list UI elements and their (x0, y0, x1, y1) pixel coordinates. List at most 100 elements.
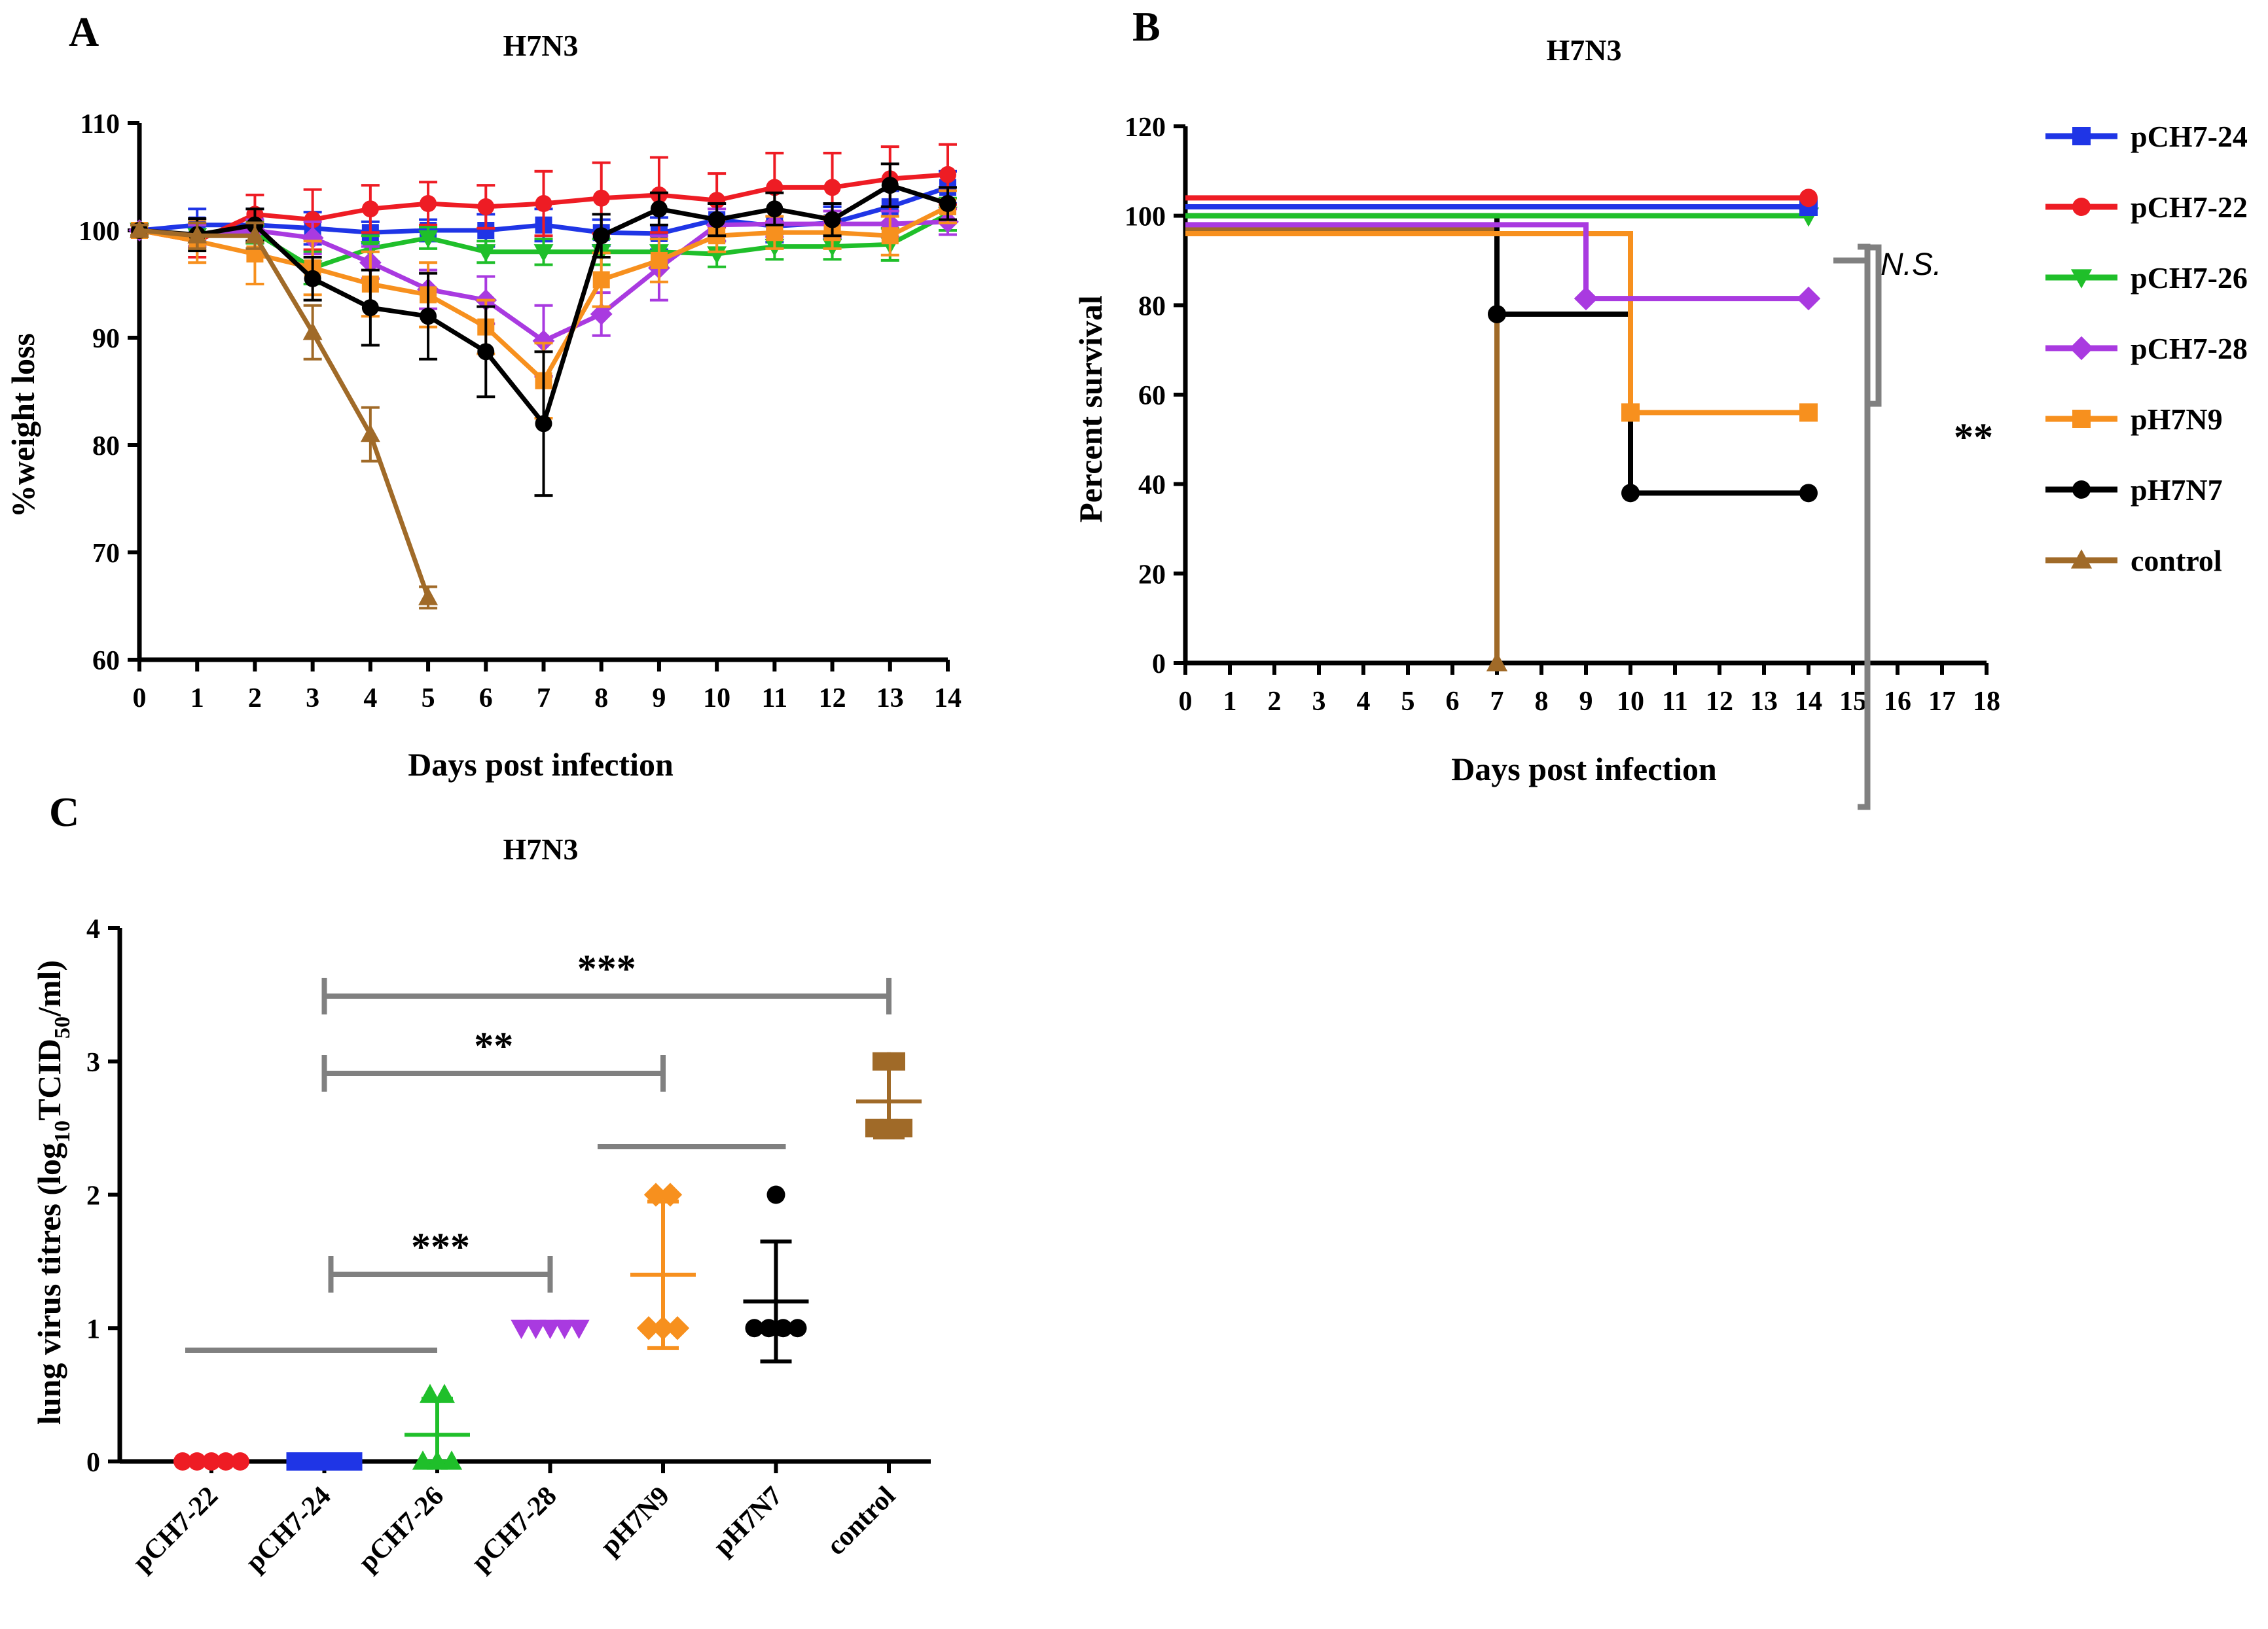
panel-a: A H7N3 Days post infection %weight loss … (5, 9, 962, 783)
panel-b-significance: N.S. ** (1833, 243, 1993, 810)
series-control (130, 220, 439, 610)
sig-label-b: ** (1954, 416, 1993, 459)
series-line-control (139, 228, 431, 599)
panel-b-xlabel: Days post infection (1451, 751, 1717, 787)
point-pCH7-28 (1796, 286, 1821, 311)
point-control (130, 220, 149, 238)
x-tick-label: 7 (537, 683, 550, 713)
x-tick-label: 6 (479, 683, 493, 713)
legend-marker (2072, 127, 2091, 145)
point-pCH7-22 (202, 1452, 221, 1471)
panel-b-plot (1185, 188, 1821, 671)
point-pH7N7 (477, 343, 495, 361)
panel-c-ylabel: lung virus titres (log10TCID50/ml) (31, 960, 75, 1425)
point-pCH7-28 (568, 1319, 590, 1340)
point-pH7N7 (766, 200, 783, 218)
bracket-label: ** (474, 1024, 513, 1067)
point-pCH7-28 (301, 226, 324, 249)
point-control (1486, 652, 1508, 671)
point-pH7N7 (881, 177, 899, 194)
panel-c-axes: 0 1 2 3 4 pCH7-22 pCH7-24 pCH7-26 pCH7-28 pH7N9 pH… (86, 914, 931, 1578)
point-pH7N9 (592, 271, 610, 289)
x-tick-label: 8 (594, 683, 608, 713)
series-pH7N7 (130, 162, 957, 497)
point-pH7N9 (650, 251, 668, 269)
legend-label: pCH7-28 (2131, 332, 2248, 365)
y-tick-label: 80 (92, 431, 120, 461)
survival-control (1185, 226, 1508, 671)
point-pH7N9 (643, 1183, 668, 1207)
legend-label: control (2131, 544, 2222, 577)
point-pCH7-26 (476, 244, 496, 262)
y-tick-label: 0 (1152, 649, 1166, 679)
point-pCH7-22 (420, 195, 437, 212)
x-tick-label: 12 (819, 683, 846, 713)
point-control (187, 225, 207, 243)
point-control (245, 225, 265, 243)
x-tick-label: 9 (1579, 687, 1593, 717)
group-control (856, 1052, 922, 1139)
legend-label: pH7N7 (2131, 473, 2223, 507)
y-tick-label: 80 (1138, 291, 1166, 321)
legend: pCH7-24 pCH7-22 pCH7-26 pCH7-28 pH7N9 pH7N7 co… (2045, 120, 2248, 577)
bracket-pCH7-24-pCH7-28: *** (328, 1225, 553, 1293)
ns-label: N.S. (1881, 247, 1941, 282)
bracket-spacer (1839, 263, 1852, 404)
y-tick-label: 1 (86, 1314, 100, 1344)
x-tick-label: 17 (1928, 687, 1956, 717)
y-tick-label: 100 (1125, 202, 1166, 232)
point-pH7N7 (650, 200, 668, 218)
bracket-line (321, 1055, 666, 1092)
bracket-label: *** (411, 1225, 470, 1268)
legend-marker (2072, 198, 2091, 216)
panel-a-title: H7N3 (503, 29, 579, 62)
point-pCH7-22 (217, 1452, 235, 1471)
x-tick-label: 5 (422, 683, 435, 713)
x-tick-label: 8 (1535, 687, 1549, 717)
x-tick-label: 11 (1662, 687, 1688, 717)
x-tick-label: 16 (1884, 687, 1911, 717)
x-tick-label: 14 (934, 683, 962, 713)
point-pH7N9 (881, 227, 899, 245)
y-tick-label: 120 (1125, 113, 1166, 143)
legend-label: pCH7-22 (2131, 190, 2248, 224)
panel-b-title: H7N3 (1547, 33, 1622, 67)
x-tick-label: pCH7-28 (466, 1481, 563, 1578)
panel-c-plot: ******** (173, 947, 922, 1471)
point-control (360, 424, 380, 442)
y-tick-label: 3 (86, 1048, 100, 1078)
point-pCH7-22 (823, 179, 841, 196)
x-tick-label: 13 (1750, 687, 1778, 717)
legend-marker (2069, 336, 2094, 361)
point-pH7N7 (535, 415, 552, 433)
survival-line-pCH7-28 (1185, 222, 1809, 302)
x-tick-label: 10 (703, 683, 730, 713)
point-pH7N7 (939, 195, 956, 212)
legend-item-pH7N9: pH7N9 (2045, 403, 2223, 436)
y-tick-label: 100 (79, 217, 120, 247)
legend-marker (2072, 410, 2091, 428)
point-pH7N7 (1621, 484, 1640, 503)
point-pH7N7 (788, 1319, 807, 1338)
legend-label: pCH7-24 (2131, 120, 2248, 153)
y-tick-label: 20 (1138, 560, 1166, 590)
y-tick-label: 0 (86, 1448, 100, 1478)
y-tick-label: 60 (1138, 381, 1166, 411)
bracket-ns-outer (1858, 243, 1871, 810)
x-tick-label: 9 (652, 683, 666, 713)
panel-b-letter: B (1132, 3, 1161, 50)
legend-item-control: control (2045, 544, 2222, 577)
point-pCH7-22 (535, 195, 552, 212)
panel-a-xlabel: Days post infection (408, 746, 674, 783)
point-control (887, 1052, 905, 1071)
panel-b-ylabel: Percent survival (1072, 295, 1109, 523)
survival-pH7N7 (1185, 213, 1818, 503)
point-pCH7-28 (525, 1319, 547, 1340)
legend-item-pCH7-22: pCH7-22 (2045, 190, 2248, 224)
x-tick-label: 4 (1357, 687, 1371, 717)
group-pH7N7 (743, 1185, 809, 1364)
point-pCH7-24 (344, 1452, 363, 1471)
panel-a-letter: A (69, 9, 99, 55)
point-pCH7-22 (188, 1452, 206, 1471)
